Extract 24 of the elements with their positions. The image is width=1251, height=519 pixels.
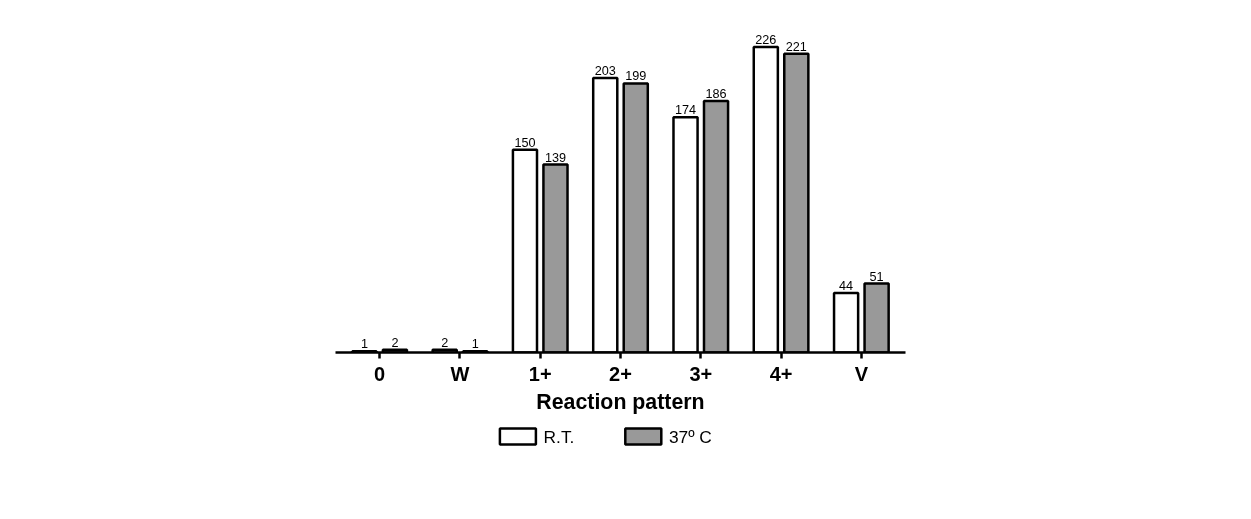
data-label: 174 [674,103,697,118]
x-tick-label: 0 [374,362,386,385]
data-label: 221 [785,39,807,54]
x-tick-label: 4+ [769,362,793,385]
data-label: 2 [391,335,399,350]
x-axis-title: Reaction pattern [536,389,705,414]
data-label: 150 [514,135,536,150]
data-label: 2 [441,335,449,350]
data-label: 51 [869,269,884,284]
data-label: 199 [625,69,647,84]
x-tick-label: W [450,362,470,385]
x-tick-label: V [854,362,869,385]
data-label: 203 [594,64,616,79]
x-tick-label: 2+ [609,362,632,385]
legend-label: 37º C [668,426,712,447]
legend-label: R.T. [543,426,575,447]
data-label: 139 [544,150,567,165]
x-tick-label: 3+ [689,362,713,385]
data-label: 226 [755,32,777,47]
data-label: 44 [839,279,854,294]
data-label: 1 [471,337,479,352]
x-tick-label: 1+ [528,362,552,385]
data-label: 186 [705,87,727,102]
data-label: 1 [360,337,368,352]
